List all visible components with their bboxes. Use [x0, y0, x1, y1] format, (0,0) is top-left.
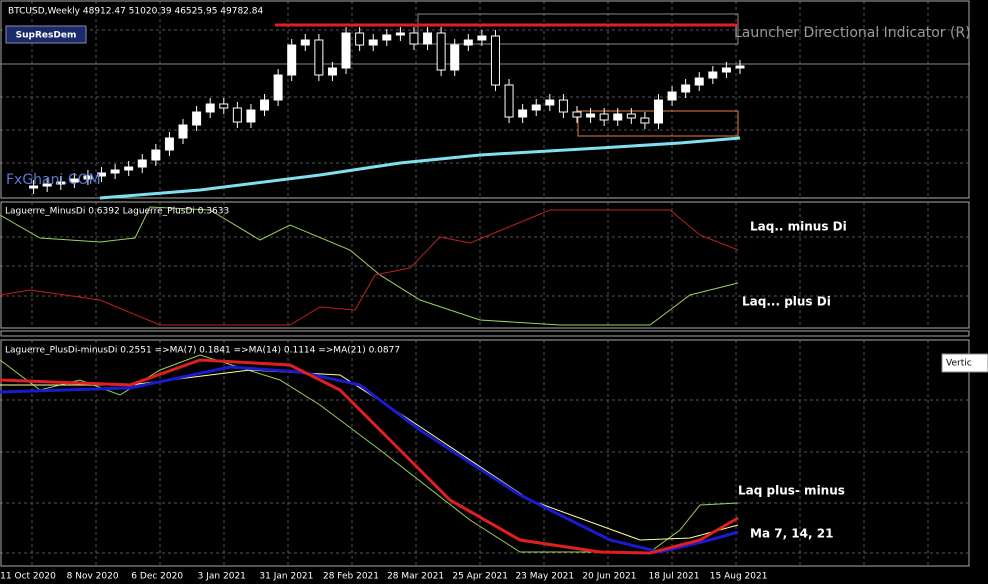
- date-label: 20 Jun 2021: [582, 572, 636, 582]
- candle: [626, 113, 636, 119]
- candle: [450, 44, 460, 71]
- moving-average: [99, 136, 741, 200]
- candle: [69, 178, 79, 183]
- candle: [477, 35, 487, 41]
- candle: [694, 77, 704, 86]
- candle: [708, 71, 718, 79]
- symbol-info: BTCUSD,Weekly 48912.47 51020.39 46525.95…: [8, 7, 263, 17]
- candle: [178, 124, 188, 139]
- date-label: 18 Jul 2021: [649, 572, 700, 582]
- candle: [42, 183, 52, 187]
- candle: [382, 34, 392, 41]
- panel-legend: Laguerre_MinusDi 0.6392 Laguerre_PlusDi …: [5, 207, 229, 217]
- candle: [29, 185, 39, 189]
- annotation: Laq.. minus Di: [750, 220, 847, 234]
- candle: [314, 39, 324, 76]
- osc-panel: [0, 339, 970, 567]
- candle: [327, 67, 337, 76]
- candle: [586, 113, 596, 118]
- date-label: 23 May 2021: [515, 572, 574, 582]
- tooltip: [941, 353, 988, 373]
- candle: [124, 166, 134, 171]
- x-axis: 11 Oct 2020 8 Nov 2020 6 Dec 2020 3 Jan 202…: [0, 572, 767, 582]
- date-label: 28 Feb 2021: [323, 572, 379, 582]
- ma7-line: [0, 358, 739, 555]
- candle: [518, 109, 528, 118]
- candle: [504, 84, 514, 118]
- date-label: 8 Nov 2020: [67, 572, 119, 582]
- candle: [137, 159, 147, 168]
- candle: [164, 137, 174, 151]
- panel-legend: Laguerre_PlusDi-minusDi 0.2551 =>MA(7) 0…: [5, 346, 400, 356]
- candle: [395, 32, 405, 36]
- watermark: FxGhani.COM: [6, 172, 101, 188]
- annotation: Laq plus- minus: [738, 484, 845, 498]
- candle: [531, 104, 541, 111]
- candle: [667, 91, 677, 101]
- button[interactable]: [5, 25, 87, 44]
- date-label: 3 Jan 2021: [198, 572, 246, 582]
- candle: [97, 172, 107, 177]
- candle: [572, 111, 582, 118]
- date-label: 6 Dec 2020: [131, 572, 183, 582]
- candle: [599, 113, 609, 121]
- candle: [436, 32, 446, 71]
- annotation: Ma 7, 14, 21: [750, 527, 833, 541]
- candle: [341, 32, 351, 69]
- candle: [287, 44, 297, 76]
- candle: [83, 175, 93, 180]
- candle: [355, 32, 365, 46]
- candle: [110, 169, 120, 174]
- ma14-line: [0, 365, 739, 554]
- candle: [219, 103, 229, 109]
- di-panel: [0, 201, 970, 329]
- candle: [246, 109, 256, 123]
- date-label: 28 Mar 2021: [387, 572, 444, 582]
- date-label: 15 Aug 2021: [710, 572, 768, 582]
- grid: [0, 1, 968, 566]
- candle: [151, 149, 161, 161]
- date-label: 11 Oct 2020: [0, 572, 56, 582]
- zone-box: [417, 13, 739, 45]
- candle: [409, 32, 419, 45]
- candle: [232, 107, 242, 123]
- indicator-name: Launcher Directional Indicator (R): [734, 25, 971, 41]
- candle: [721, 67, 731, 73]
- candle: [205, 103, 215, 113]
- button-label[interactable]: SupResDem: [16, 31, 77, 41]
- candle: [300, 39, 310, 46]
- candle: [192, 111, 202, 126]
- plus-di-line: [0, 206, 739, 326]
- candle: [545, 99, 555, 106]
- candle: [368, 39, 378, 46]
- candle: [735, 65, 745, 69]
- candle: [56, 181, 66, 185]
- candles: [29, 27, 745, 194]
- annotation: Laq... plus Di: [742, 295, 831, 309]
- tooltip-text: Vertic: [946, 359, 972, 369]
- empty-panel: [0, 330, 970, 337]
- minus-di-line: [0, 209, 739, 326]
- candle: [490, 35, 500, 86]
- candle: [613, 113, 623, 121]
- date-label: 31 Jan 2021: [259, 572, 313, 582]
- main-panel: [0, 0, 970, 199]
- date-label: 25 Apr 2021: [452, 572, 508, 582]
- candle: [653, 99, 663, 124]
- candle: [423, 32, 433, 45]
- candle: [273, 74, 283, 101]
- candle: [558, 99, 568, 113]
- candle: [260, 99, 270, 111]
- candle: [681, 84, 691, 93]
- candle: [463, 39, 473, 46]
- candle: [640, 117, 650, 124]
